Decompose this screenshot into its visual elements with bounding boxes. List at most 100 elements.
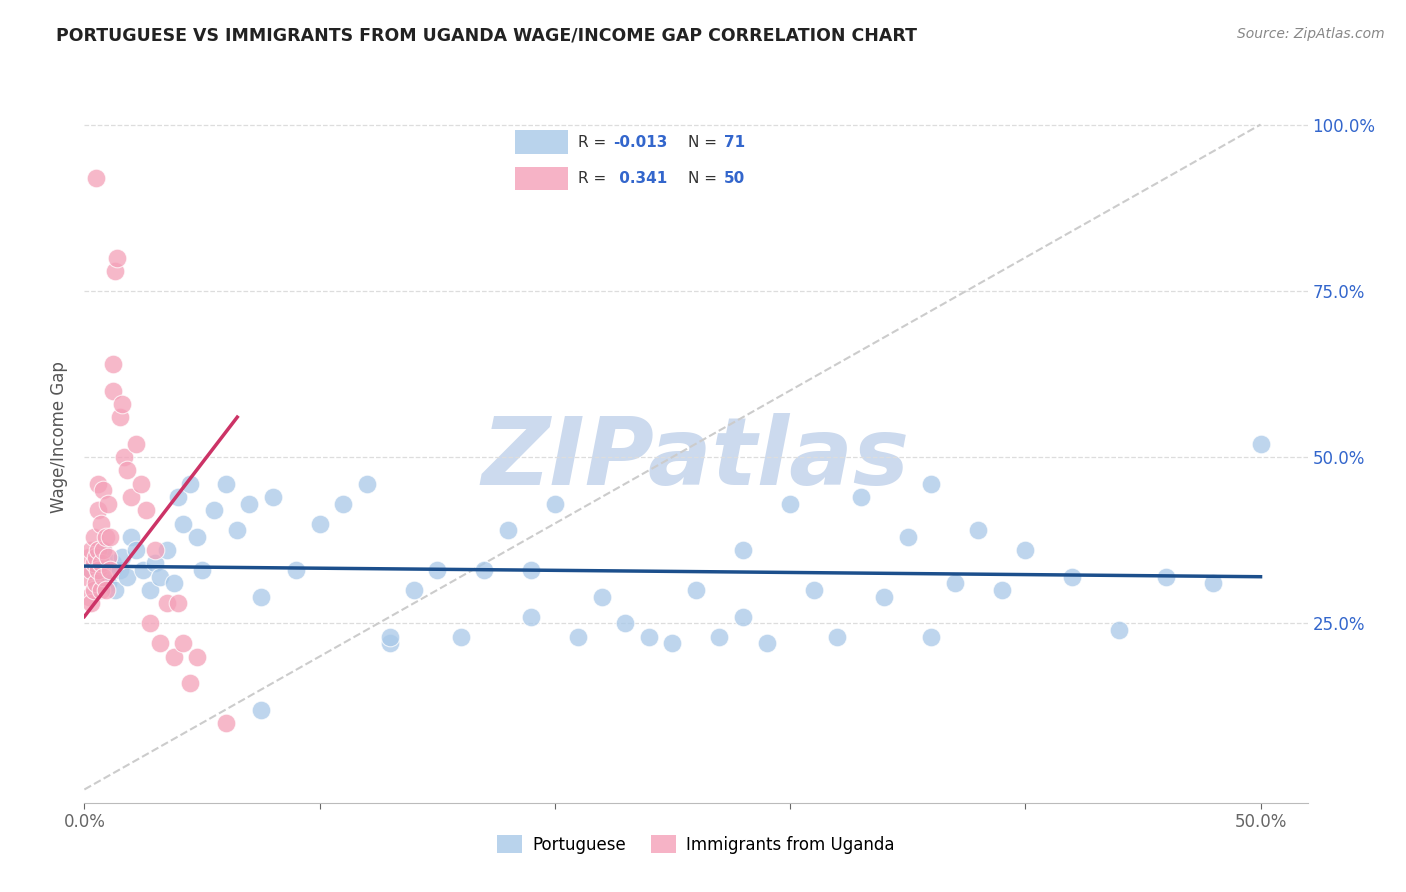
Point: [91, 543, 114, 558]
Point: [172, 516, 194, 531]
Point: [90, 582, 112, 597]
Point: [496, 523, 519, 537]
Point: [80, 563, 103, 577]
Point: [591, 590, 613, 604]
Point: [91, 543, 114, 558]
Text: PORTUGUESE VS IMMIGRANTS FROM UGANDA WAGE/INCOME GAP CORRELATION CHART: PORTUGUESE VS IMMIGRANTS FROM UGANDA WAG…: [56, 27, 917, 45]
Point: [105, 251, 128, 265]
Text: ZIPatlas: ZIPatlas: [482, 413, 910, 505]
Point: [661, 636, 683, 650]
Point: [1062, 570, 1084, 584]
Point: [755, 636, 778, 650]
Point: [191, 563, 214, 577]
Text: Source: ZipAtlas.com: Source: ZipAtlas.com: [1237, 27, 1385, 41]
Point: [426, 563, 449, 577]
Point: [108, 410, 131, 425]
Point: [167, 596, 190, 610]
Point: [83, 530, 105, 544]
Point: [149, 570, 172, 584]
Point: [125, 436, 148, 450]
Point: [1014, 543, 1036, 558]
Point: [186, 530, 208, 544]
Point: [111, 549, 134, 564]
Point: [520, 563, 543, 577]
Point: [472, 563, 495, 577]
Point: [115, 463, 138, 477]
Point: [779, 497, 801, 511]
Point: [544, 497, 567, 511]
Point: [97, 497, 120, 511]
Point: [172, 636, 194, 650]
Point: [873, 590, 896, 604]
Point: [156, 596, 179, 610]
Text: 50: 50: [724, 171, 745, 186]
Point: [614, 616, 637, 631]
Point: [101, 384, 124, 398]
Point: [967, 523, 990, 537]
Text: -0.013: -0.013: [613, 135, 668, 150]
Point: [226, 523, 249, 537]
Point: [129, 476, 152, 491]
Point: [139, 616, 162, 631]
Point: [179, 476, 201, 491]
Point: [97, 576, 120, 591]
Point: [87, 476, 110, 491]
Point: [90, 570, 112, 584]
Point: [238, 497, 260, 511]
Point: [143, 543, 166, 558]
Point: [91, 483, 114, 498]
Text: 71: 71: [724, 135, 745, 150]
Point: [450, 630, 472, 644]
Text: N =: N =: [688, 135, 721, 150]
Point: [262, 490, 284, 504]
Point: [84, 170, 107, 185]
Point: [249, 590, 271, 604]
Point: [87, 543, 110, 558]
Point: [120, 530, 142, 544]
Point: [943, 576, 966, 591]
Point: [104, 264, 127, 278]
Point: [84, 549, 107, 564]
Point: [156, 543, 179, 558]
Point: [87, 503, 110, 517]
Point: [308, 516, 330, 531]
Point: [101, 357, 124, 371]
Text: 0.341: 0.341: [613, 171, 666, 186]
Point: [139, 582, 162, 597]
Text: R =: R =: [578, 135, 610, 150]
Point: [80, 543, 103, 558]
Text: R =: R =: [578, 171, 610, 186]
Point: [115, 570, 138, 584]
Point: [380, 636, 402, 650]
Point: [179, 676, 201, 690]
Point: [97, 549, 120, 564]
Bar: [515, 130, 568, 154]
Point: [112, 450, 135, 464]
Point: [567, 630, 589, 644]
Point: [638, 630, 661, 644]
Point: [1156, 570, 1178, 584]
Point: [98, 530, 121, 544]
Text: N =: N =: [688, 171, 721, 186]
Point: [111, 397, 134, 411]
Point: [214, 716, 236, 731]
Point: [80, 596, 103, 610]
Point: [120, 490, 142, 504]
Point: [214, 476, 236, 491]
Point: [132, 563, 155, 577]
Point: [520, 609, 543, 624]
Point: [709, 630, 731, 644]
Point: [104, 582, 127, 597]
Point: [897, 530, 920, 544]
Point: [90, 557, 112, 571]
Point: [356, 476, 378, 491]
Y-axis label: Wage/Income Gap: Wage/Income Gap: [51, 361, 69, 513]
Point: [380, 630, 402, 644]
Point: [125, 543, 148, 558]
Point: [101, 557, 124, 571]
Point: [143, 557, 166, 571]
Point: [991, 582, 1014, 597]
Point: [76, 570, 98, 584]
Point: [94, 582, 117, 597]
Point: [731, 609, 754, 624]
